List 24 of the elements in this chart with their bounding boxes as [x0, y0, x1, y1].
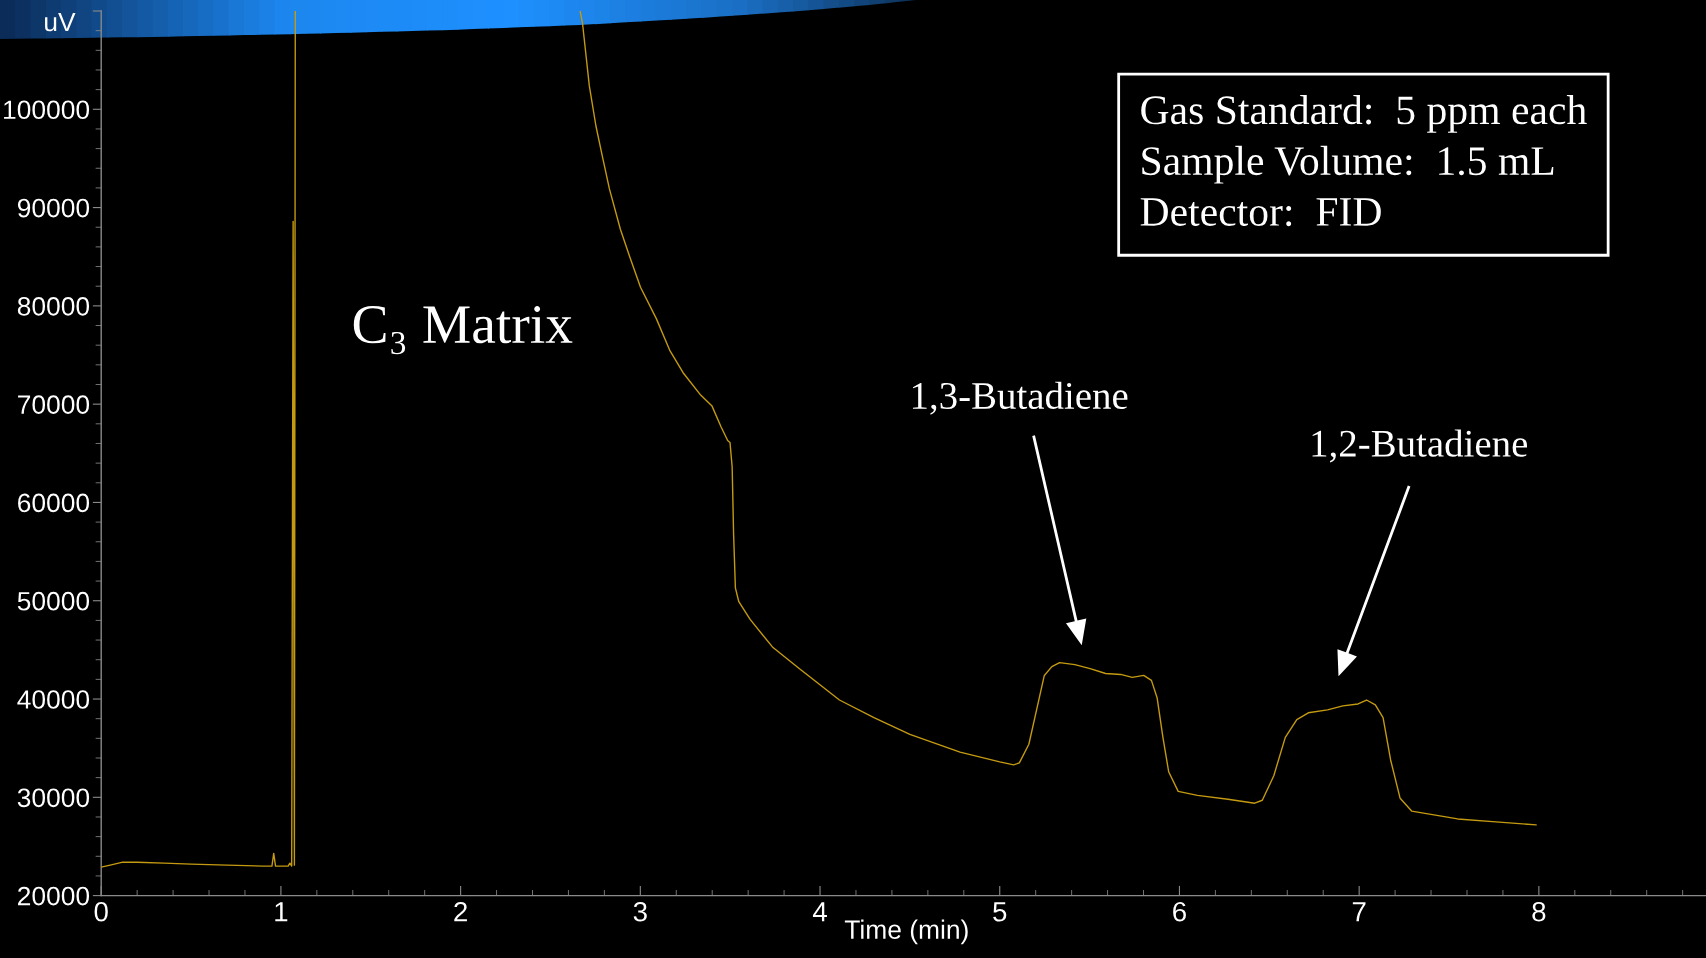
annotation: 1,2-Butadiene — [1312, 429, 1527, 463]
y-tick-label: 100000 — [4, 100, 90, 120]
x-tick-label: 2 — [454, 901, 467, 922]
y-tick-label: 80000 — [17, 297, 90, 316]
y-tick-label: 60000 — [18, 493, 90, 513]
x-tick-label: 4 — [812, 902, 827, 922]
annotation: 1,3-Butadiene — [912, 381, 1128, 415]
x-tick-label: 1 — [275, 902, 288, 922]
x-tick-label: 7 — [1352, 902, 1366, 922]
x-axis-title: Time (min) — [844, 919, 968, 945]
y-tick-label: 50000 — [17, 591, 90, 611]
x-tick-label: 5 — [993, 902, 1007, 922]
annotation: C₃ Matrix — [353, 306, 573, 355]
x-tick-label: 8 — [1532, 901, 1546, 922]
y-tick-label: 20000 — [18, 886, 90, 906]
y-tick-label: 70000 — [18, 395, 90, 414]
x-tick-label: 6 — [1173, 901, 1186, 922]
annotation: Gas Standard: 5 ppm each Sample Volume: 1.5 mL Detector: FID — [1140, 95, 1587, 227]
y-tick-label: 90000 — [17, 198, 90, 218]
y-tick-label: 40000 — [17, 690, 90, 709]
x-tick-label: 0 — [94, 901, 108, 922]
x-tick-label: 3 — [633, 901, 647, 922]
y-axis-title: uV — [45, 12, 76, 32]
y-tick-label: 30000 — [17, 788, 90, 808]
